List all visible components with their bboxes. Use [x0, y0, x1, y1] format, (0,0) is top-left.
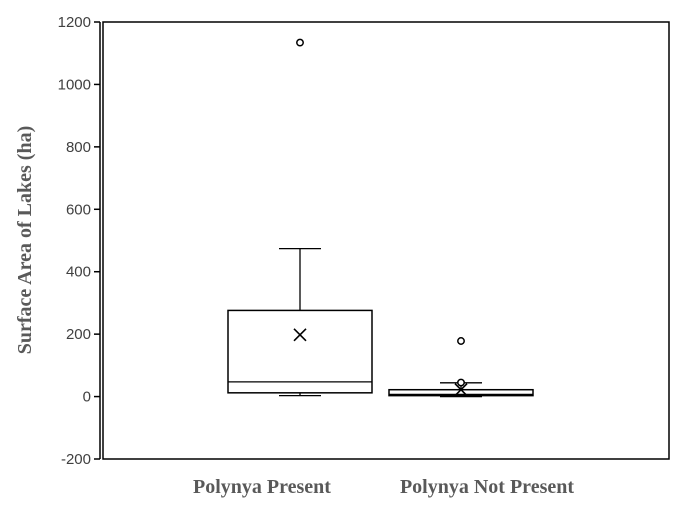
- plot-frame: [99, 21, 670, 460]
- box-1: [227, 38, 373, 397]
- y-tick-label: 800: [66, 139, 91, 156]
- mean-marker-stroke-b: [293, 328, 307, 342]
- mean-marker-stroke-b: [454, 383, 468, 397]
- y-tick-label: 1200: [58, 14, 91, 31]
- y-tick-label: 400: [66, 264, 91, 281]
- y-tick-label: 600: [66, 201, 91, 218]
- plot-border: [102, 21, 670, 460]
- outlier-point: [457, 378, 465, 387]
- y-tick-label: 0: [83, 389, 91, 406]
- category-labels: Polynya Present Polynya Not Present: [193, 476, 574, 498]
- category-label: Polynya Not Present: [400, 476, 574, 498]
- category-label: Polynya Present: [193, 476, 331, 498]
- box-series: [227, 38, 534, 398]
- outlier-point: [296, 38, 304, 47]
- box-2: [388, 337, 534, 398]
- y-axis-title: Surface Area of Lakes (ha): [14, 126, 36, 355]
- iqr-box: [227, 309, 373, 394]
- y-tick-label: 1000: [58, 76, 91, 93]
- outlier-point: [457, 337, 465, 345]
- y-axis: -200 0 200 400 600 800 1000 1200: [58, 14, 100, 468]
- y-tick-label: -200: [61, 451, 91, 468]
- y-tick-label: 200: [66, 326, 91, 343]
